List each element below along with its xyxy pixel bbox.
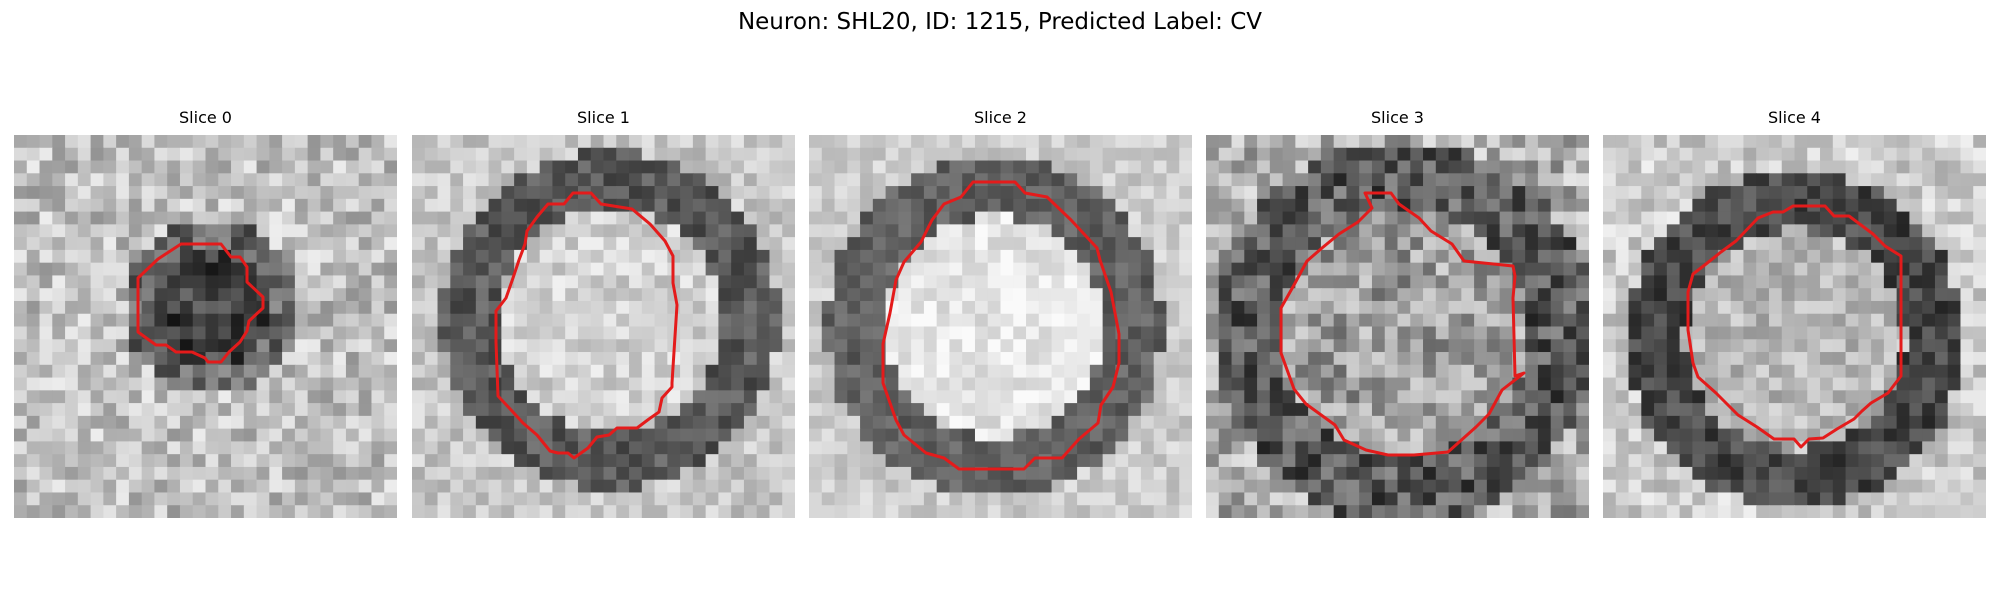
slice-svg	[809, 135, 1192, 518]
slice-title: Slice 4	[1768, 108, 1821, 127]
grayscale-pixel-grid	[809, 135, 1192, 518]
slice-image	[412, 135, 795, 518]
slice-image	[14, 135, 397, 518]
segmentation-contour	[136, 242, 265, 364]
grayscale-pixel-grid	[14, 135, 397, 518]
slice-svg	[1603, 135, 1986, 518]
slice-svg	[1206, 135, 1589, 518]
slice-image	[809, 135, 1192, 518]
grayscale-pixel-grid	[412, 135, 795, 518]
segmentation-contour	[1279, 191, 1526, 457]
segmentation-contour	[881, 180, 1121, 471]
slice-title: Slice 0	[179, 108, 232, 127]
grayscale-pixel-grid	[1206, 135, 1589, 518]
slice-title: Slice 1	[577, 108, 630, 127]
segmentation-contour	[1686, 204, 1903, 449]
slice-title: Slice 2	[974, 108, 1027, 127]
slice-title: Slice 3	[1371, 108, 1424, 127]
slice-image	[1206, 135, 1589, 518]
slice-svg	[412, 135, 795, 518]
figure-title: Neuron: SHL20, ID: 1215, Predicted Label…	[737, 9, 1263, 35]
grayscale-pixel-grid	[1603, 135, 1986, 518]
slice-image	[1603, 135, 1986, 518]
segmentation-contour	[494, 191, 679, 460]
slice-svg	[14, 135, 397, 518]
